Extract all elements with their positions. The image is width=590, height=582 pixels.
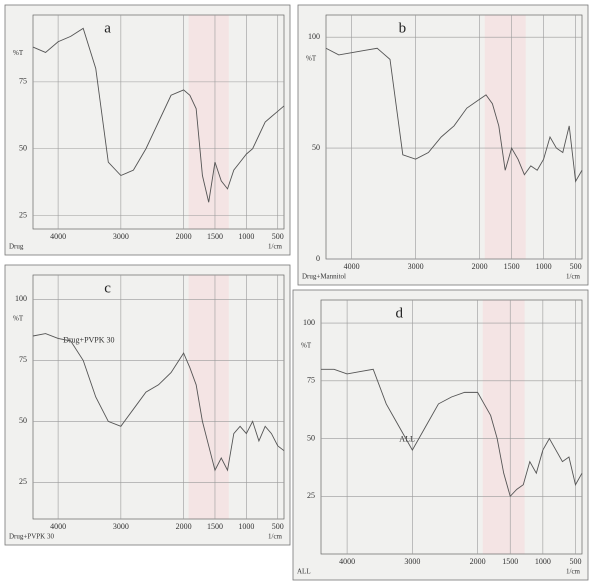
x-tick-label: 2000 [176,232,192,241]
y-tick-label: 50 [307,433,315,442]
panel-letter: a [104,20,111,36]
stain [189,15,229,229]
y-axis-label: %T [301,341,312,349]
x-tick-label: 4000 [344,262,360,271]
y-tick-label: 25 [307,491,315,500]
y-tick-label: 100 [303,318,315,327]
x-tick-label: 3000 [113,232,129,241]
y-tick-label: 75 [19,77,27,86]
x-tick-label: 4000 [50,232,66,241]
x-tick-label: 1000 [536,262,552,271]
caption: ALL [297,568,311,576]
panel-letter: b [399,20,407,36]
y-axis-label: %T [306,55,317,63]
x-tick-label: 1500 [504,262,520,271]
panel-frame [5,265,290,545]
y-axis-label: %T [13,49,24,57]
y-tick-label: 25 [19,210,27,219]
x-tick-label: 3000 [113,522,129,531]
x-tick-label: 2000 [176,522,192,531]
x-axis-label: 1/cm [268,533,283,541]
y-tick-label: 100 [308,32,320,41]
caption: Drug [9,243,24,251]
x-tick-label: 500 [272,522,284,531]
stain [483,300,525,554]
y-tick-label: 50 [19,144,27,153]
y-tick-label: 25 [19,477,27,486]
x-tick-label: 1500 [207,522,223,531]
x-tick-label: 1000 [535,557,551,566]
caption: Drug+PVPK 30 [9,533,54,541]
x-tick-label: 3000 [404,557,420,566]
x-tick-label: 1000 [238,232,254,241]
panel-frame [293,290,588,580]
x-tick-label: 2000 [472,262,488,271]
x-axis-label: 1/cm [566,273,581,281]
panel-frame [5,5,290,255]
x-axis-label: 1/cm [268,243,283,251]
y-tick-label: 75 [19,355,27,364]
x-tick-label: 1000 [238,522,254,531]
x-tick-label: 500 [570,262,582,271]
x-tick-label: 4000 [339,557,355,566]
y-axis-label: %T [13,315,24,323]
x-tick-label: 1500 [207,232,223,241]
annotation: ALL [399,435,415,444]
x-tick-label: 2000 [470,557,486,566]
x-axis-label: 1/cm [566,568,581,576]
panel-frame [298,5,588,285]
figure: 40003000200015001000500755025%T1/cmDruga… [0,0,590,582]
caption: Drug+Mannitol [302,273,346,281]
y-tick-label: 0 [316,254,320,263]
y-tick-label: 50 [19,416,27,425]
panel-letter: d [395,305,403,321]
y-tick-label: 50 [312,143,320,152]
stain [485,15,526,259]
x-tick-label: 4000 [50,522,66,531]
x-tick-label: 3000 [408,262,424,271]
x-tick-label: 500 [272,232,284,241]
panel-letter: c [104,280,111,296]
y-tick-label: 100 [15,294,27,303]
x-tick-label: 500 [569,557,581,566]
x-tick-label: 1500 [502,557,518,566]
annotation: Drug+PVPK 30 [63,336,114,345]
y-tick-label: 75 [307,376,315,385]
